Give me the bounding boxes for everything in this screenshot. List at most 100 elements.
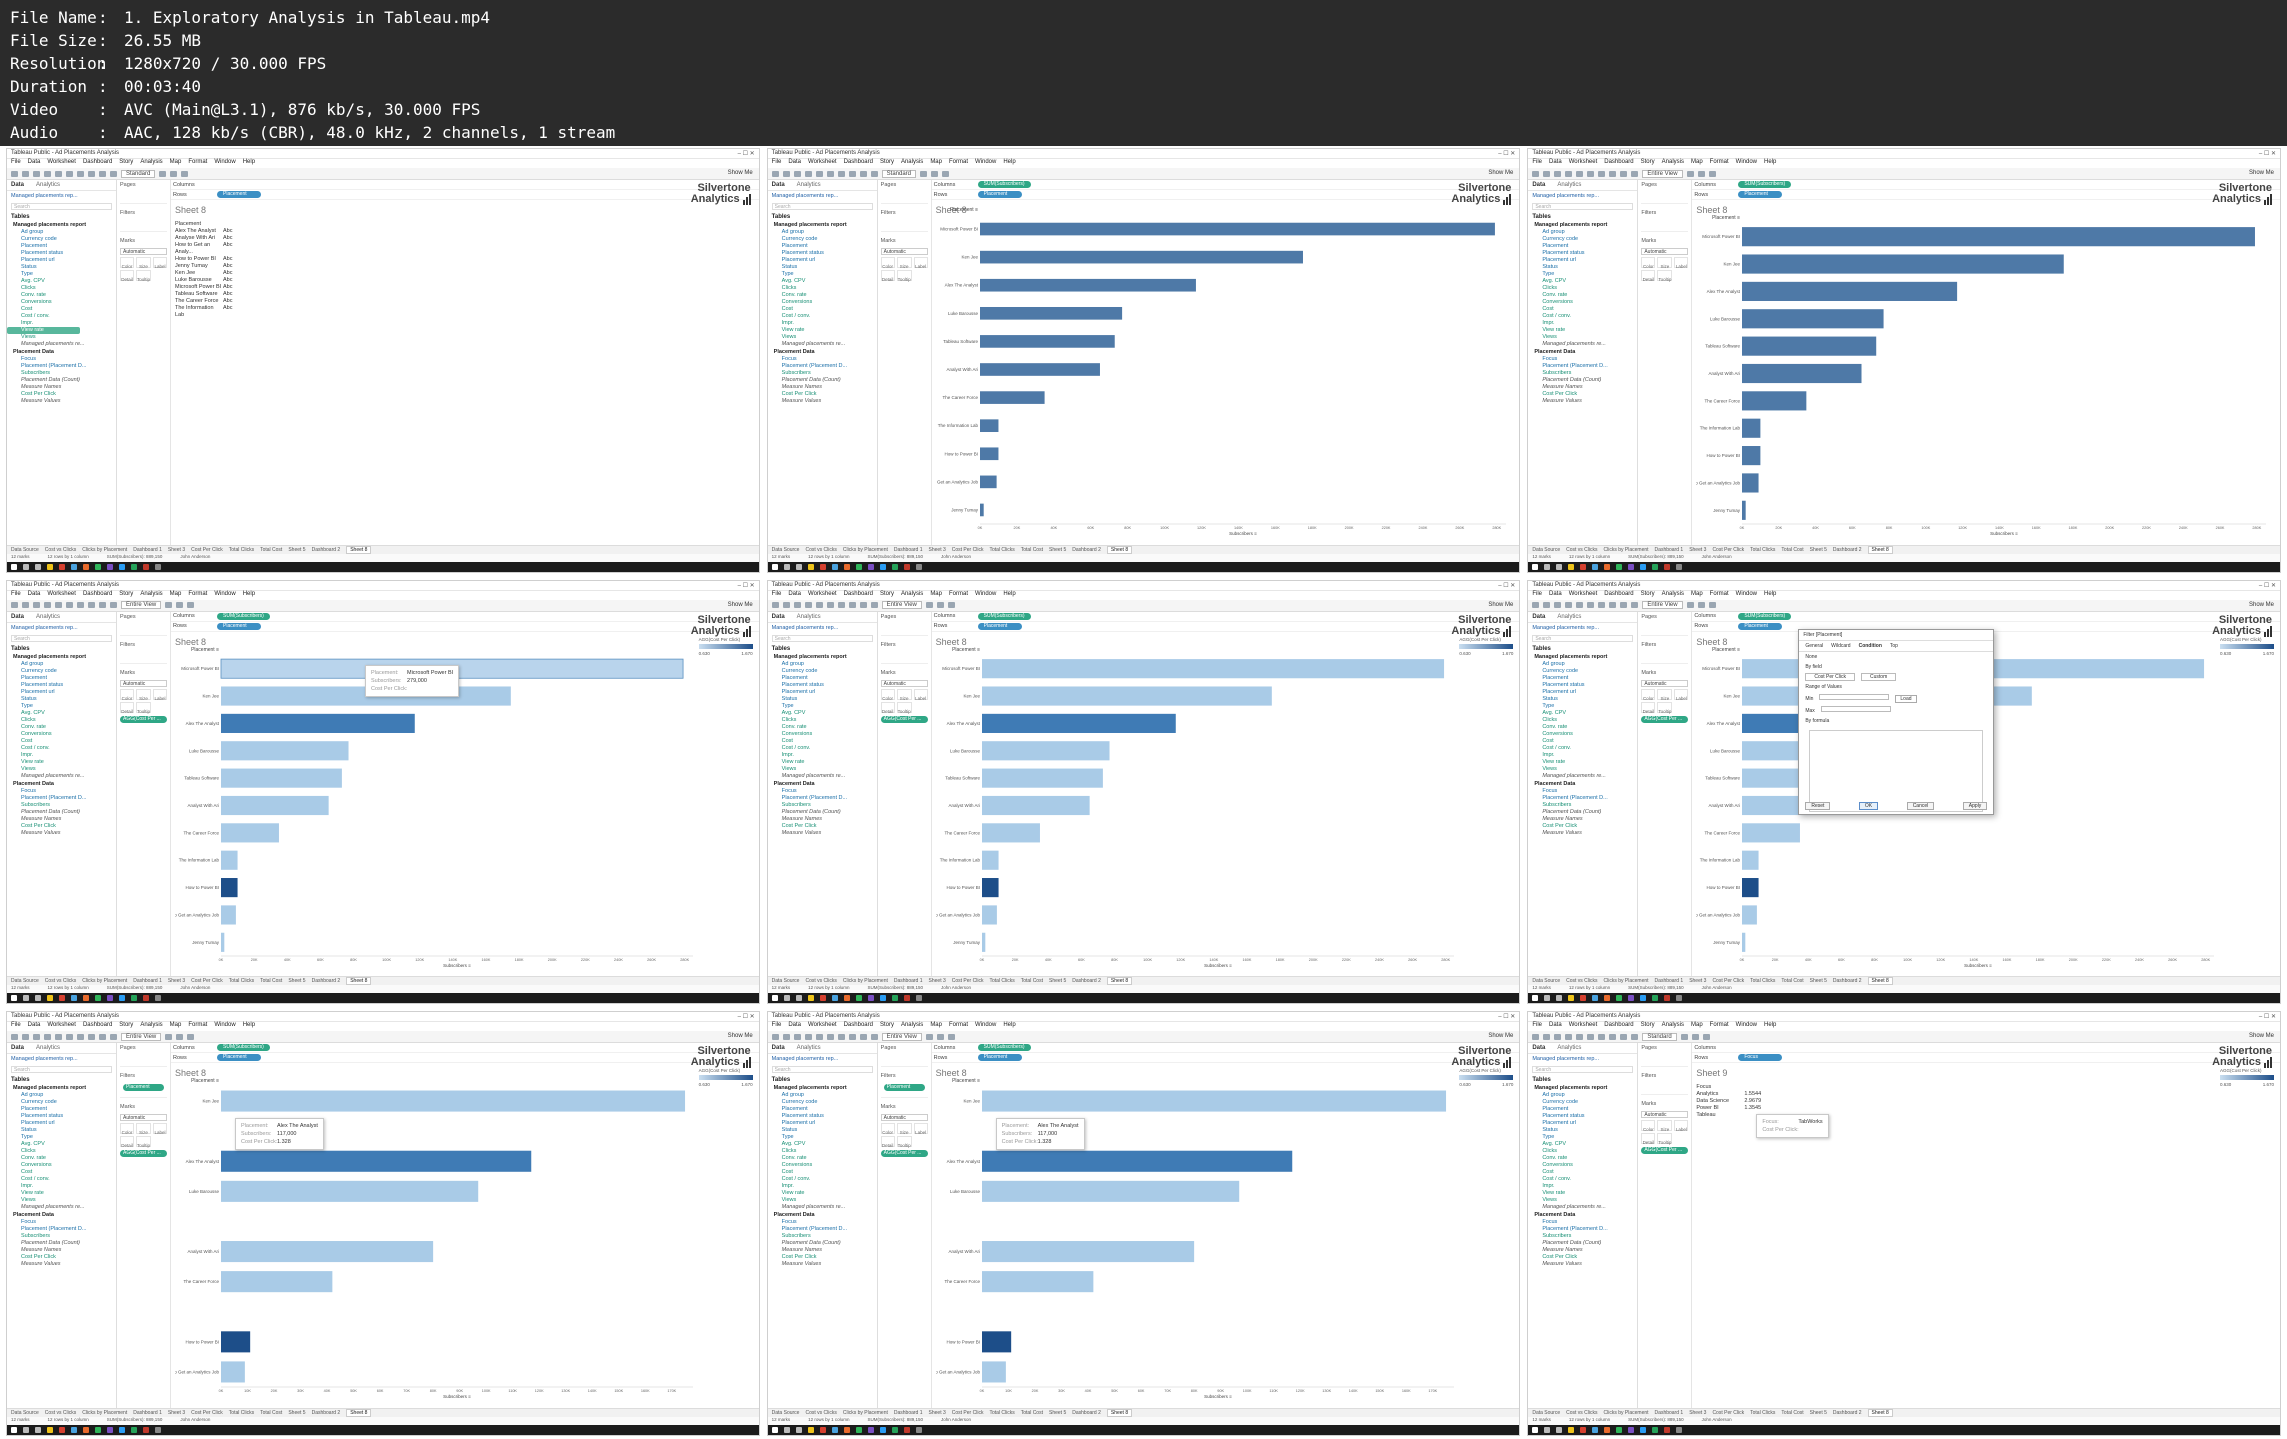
toolbar-icon[interactable] xyxy=(55,602,62,609)
color-pill-cost-per-click[interactable]: AGG(Cost Per ... xyxy=(880,715,928,723)
field-item[interactable]: Avg. CPV xyxy=(1542,709,1567,716)
toolbar-icon[interactable] xyxy=(1543,602,1551,609)
pages-shelf[interactable] xyxy=(880,622,928,636)
menu-item-help[interactable]: Help xyxy=(1003,159,1016,165)
taskbar-app-icon[interactable] xyxy=(23,995,29,1002)
data-source-name[interactable]: Managed placements rep... xyxy=(771,624,839,631)
sheet-tab[interactable]: Total Clicks xyxy=(1750,1409,1776,1416)
bar[interactable] xyxy=(221,768,342,788)
color-legend[interactable]: AGG(Cost Per Click) 0.630 1.670 xyxy=(2220,637,2274,656)
pages-shelf[interactable] xyxy=(880,190,928,204)
toolbar-icon[interactable] xyxy=(1631,1033,1639,1040)
field-item[interactable]: Views xyxy=(21,765,36,772)
field-item[interactable]: Measure Names xyxy=(1542,815,1583,822)
sheet-tab[interactable]: Sheet 8 xyxy=(1106,545,1133,554)
field-item[interactable]: Cost xyxy=(1542,737,1554,744)
taskbar-app-icon[interactable] xyxy=(47,995,53,1002)
taskbar-app-icon[interactable] xyxy=(1616,1426,1623,1433)
field-item[interactable]: Avg. CPV xyxy=(781,1141,806,1148)
tab-data[interactable]: Data xyxy=(771,182,785,188)
mark-type-dropdown[interactable]: Automatic xyxy=(1641,1111,1689,1119)
taskbar-app-icon[interactable] xyxy=(1628,563,1635,570)
data-source-name[interactable]: Managed placements rep... xyxy=(11,193,78,199)
sheet-tab[interactable]: Data Source xyxy=(1532,546,1561,553)
toolbar-icon[interactable] xyxy=(947,602,955,609)
taskbar-app-icon[interactable] xyxy=(1604,995,1611,1002)
tab-analytics[interactable]: Analytics xyxy=(1557,182,1582,188)
taskbar-app-icon[interactable] xyxy=(95,995,101,1002)
toolbar-icon[interactable] xyxy=(33,1033,40,1040)
field-item[interactable]: Type xyxy=(781,702,794,709)
max-input[interactable] xyxy=(1820,705,1891,712)
field-item[interactable]: Cost xyxy=(21,1169,33,1176)
field-search-input[interactable]: Search xyxy=(11,634,112,642)
taskbar-app-icon[interactable] xyxy=(1592,1426,1599,1433)
sheet-tab[interactable]: Clicks by Placement xyxy=(842,978,888,985)
toolbar-icon[interactable] xyxy=(848,1033,856,1040)
taskbar-app-icon[interactable] xyxy=(131,1426,137,1433)
list-item[interactable]: Tableau Software Abc xyxy=(175,291,753,298)
mark-size-button[interactable]: Size xyxy=(135,257,151,269)
menu-item-map[interactable]: Map xyxy=(169,159,182,165)
field-item[interactable]: Placement (Placement D... xyxy=(1542,363,1608,369)
table-managed-placements[interactable]: Managed placements report xyxy=(13,1085,87,1092)
table-placement-data[interactable]: Placement Data xyxy=(1534,780,1576,787)
taskbar-app-icon[interactable] xyxy=(1532,995,1539,1002)
list-item[interactable]: The Career Force Abc xyxy=(175,298,753,305)
menu-item-analysis[interactable]: Analysis xyxy=(900,590,924,597)
show-me-button[interactable]: Show Me xyxy=(2248,1033,2274,1040)
fit-dropdown[interactable]: Entire View xyxy=(121,1032,162,1041)
mark-type-dropdown[interactable]: Automatic xyxy=(880,248,928,255)
toolbar-icon[interactable] xyxy=(66,170,73,177)
window-controls[interactable]: – ☐ ✕ xyxy=(1498,582,1516,589)
taskbar-app-icon[interactable] xyxy=(819,563,826,570)
sheet-tab[interactable]: Sheet 5 xyxy=(288,546,306,553)
taskbar-app-icon[interactable] xyxy=(143,563,149,570)
field-item[interactable]: Ad group xyxy=(781,1092,804,1099)
bar[interactable] xyxy=(981,1241,1194,1263)
toolbar-icon[interactable] xyxy=(1686,602,1694,609)
field-item[interactable]: Cost Per Click xyxy=(1542,391,1578,397)
fit-dropdown[interactable]: Entire View xyxy=(881,1032,922,1041)
sheet-tab[interactable]: Data Source xyxy=(771,978,800,985)
mark-color-button[interactable]: Color xyxy=(1641,1120,1656,1132)
sheet-tab[interactable]: Total Clicks xyxy=(228,546,255,553)
toolbar-icon[interactable] xyxy=(804,170,812,177)
table-managed-placements[interactable]: Managed placements report xyxy=(13,653,87,660)
tab-analytics[interactable]: Analytics xyxy=(36,182,61,188)
field-item[interactable]: Placement status xyxy=(21,250,64,256)
sheet-tab[interactable]: Cost vs Clicks xyxy=(44,546,77,553)
taskbar-app-icon[interactable] xyxy=(915,563,922,570)
table-managed-placements[interactable]: Managed placements report xyxy=(773,222,847,228)
data-source-name[interactable]: Managed placements rep... xyxy=(771,193,839,199)
taskbar-app-icon[interactable] xyxy=(95,1426,101,1433)
field-item[interactable]: Conversions xyxy=(781,1162,813,1169)
sheet-tab[interactable]: Cost vs Clicks xyxy=(805,978,837,985)
min-input[interactable] xyxy=(1819,693,1890,700)
toolbar-icon[interactable] xyxy=(110,1033,117,1040)
window-controls[interactable]: – ☐ ✕ xyxy=(1498,1014,1516,1021)
field-item[interactable]: Avg. CPV xyxy=(781,709,806,716)
columns-pill[interactable]: SUM(Subscribers) xyxy=(1738,181,1792,188)
sheet-tab[interactable]: Cost Per Click xyxy=(951,1409,984,1416)
bar[interactable] xyxy=(221,795,329,815)
taskbar-app-icon[interactable] xyxy=(1628,995,1635,1002)
columns-pill[interactable]: SUM(Subscribers) xyxy=(977,612,1031,620)
mark-size-button[interactable]: Size xyxy=(135,1123,151,1135)
sheet-tab[interactable]: Total Cost xyxy=(1020,1409,1043,1416)
field-item[interactable]: Conv. rate xyxy=(781,723,807,730)
taskbar-app-icon[interactable] xyxy=(783,1426,790,1433)
menu-item-data[interactable]: Data xyxy=(27,1022,41,1029)
toolbar-icon[interactable] xyxy=(44,602,51,609)
field-item[interactable]: Type xyxy=(21,271,33,277)
field-item[interactable]: Managed placements re... xyxy=(1542,1204,1606,1211)
taskbar-app-icon[interactable] xyxy=(795,563,802,570)
sheet-tab[interactable]: Dashboard 1 xyxy=(1654,978,1684,985)
filters-shelf[interactable] xyxy=(1641,218,1689,232)
taskbar-app-icon[interactable] xyxy=(795,1426,802,1433)
taskbar-app-icon[interactable] xyxy=(1580,1426,1587,1433)
menu-item-map[interactable]: Map xyxy=(1690,590,1703,597)
sheet-tab[interactable]: Sheet 3 xyxy=(928,978,946,985)
tab-data[interactable]: Data xyxy=(771,613,785,620)
field-item[interactable]: Status xyxy=(781,695,798,702)
